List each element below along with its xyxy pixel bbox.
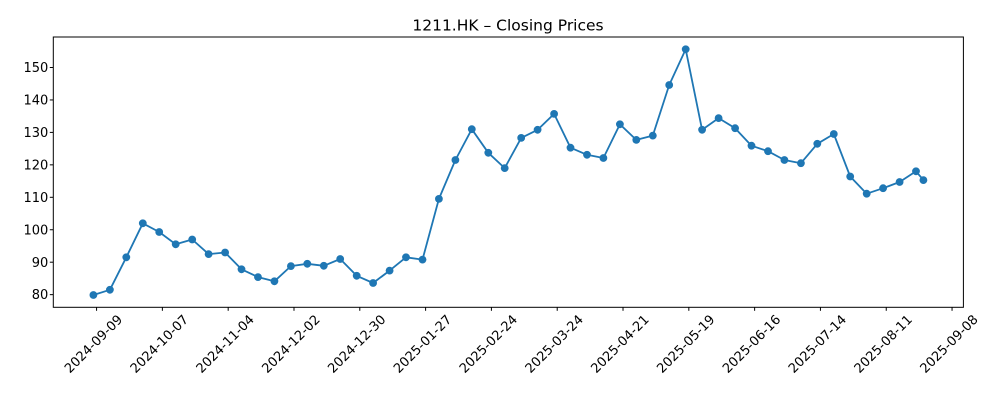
data-point-marker: [797, 159, 805, 168]
chart-title: 1211.HK – Closing Prices: [412, 17, 603, 35]
data-point-marker: [895, 178, 904, 186]
data-point-marker: [254, 273, 262, 281]
data-point-marker: [467, 125, 476, 134]
data-point-marker: [714, 114, 723, 122]
data-point-marker: [303, 259, 312, 268]
x-axis-tick-label: 2025-05-19: [654, 313, 718, 377]
data-point-marker: [122, 253, 131, 262]
x-axis-tick-label: 2025-04-21: [589, 313, 653, 377]
price-line: [92, 48, 925, 296]
data-point-marker: [418, 255, 427, 264]
data-point-marker: [665, 81, 674, 89]
x-axis-tick-label: 2024-11-04: [194, 313, 258, 377]
x-axis-tick-label: 2025-01-27: [391, 313, 455, 377]
data-point-marker: [89, 291, 98, 299]
data-point-marker: [287, 262, 295, 270]
data-point-marker: [171, 240, 180, 249]
data-point-marker: [698, 125, 706, 134]
data-point-marker: [188, 235, 197, 244]
y-axis-tick-label: 110: [23, 191, 48, 206]
data-point-marker: [632, 136, 641, 144]
data-point-marker: [583, 150, 591, 159]
x-axis-tick-label: 2024-09-09: [62, 313, 126, 377]
data-point-marker: [780, 156, 789, 164]
data-point-marker: [681, 45, 690, 54]
data-point-marker: [270, 277, 279, 286]
data-point-marker: [500, 164, 509, 173]
data-point-marker: [533, 125, 542, 134]
data-point-marker: [599, 154, 608, 162]
data-point-marker: [616, 120, 624, 129]
y-axis-tick-label: 140: [23, 94, 48, 109]
y-axis-tick-label: 80: [32, 288, 49, 303]
data-point-marker: [550, 110, 558, 118]
data-point-marker: [237, 265, 246, 274]
data-point-marker: [829, 130, 838, 138]
data-point-marker: [369, 279, 377, 287]
data-point-marker: [517, 134, 526, 142]
data-point-marker: [319, 261, 328, 270]
data-point-marker: [106, 285, 114, 294]
data-point-marker: [747, 141, 756, 150]
data-point-marker: [912, 167, 920, 176]
data-point-marker: [862, 189, 871, 198]
data-point-marker: [336, 255, 345, 263]
x-axis-tick-label: 2024-12-02: [259, 313, 323, 377]
y-axis-tick-label: 130: [23, 126, 48, 141]
x-axis-tick-label: 2025-06-16: [720, 313, 784, 377]
data-point-marker: [813, 139, 822, 148]
data-point-marker: [204, 250, 213, 258]
data-point-marker: [402, 253, 410, 262]
data-point-marker: [648, 131, 657, 140]
data-point-marker: [731, 124, 739, 133]
data-point-marker: [138, 219, 147, 228]
data-point-marker: [919, 176, 928, 185]
x-axis-tick-label: 2025-02-24: [457, 313, 521, 377]
data-point-marker: [764, 147, 772, 156]
data-point-marker: [352, 271, 361, 280]
data-point-marker: [566, 143, 575, 152]
data-point-marker: [221, 248, 230, 257]
data-point-marker: [879, 184, 887, 193]
data-point-marker: [846, 172, 855, 181]
y-axis-tick-label: 150: [23, 61, 48, 76]
x-axis-tick-label: 2024-10-07: [128, 313, 192, 377]
y-axis-tick-label: 100: [23, 223, 48, 238]
data-point-marker: [451, 156, 460, 164]
plot-area-border: [52, 36, 964, 308]
x-axis-tick-label: 2025-09-08: [918, 313, 982, 377]
data-point-marker: [155, 228, 164, 236]
data-point-marker: [435, 195, 443, 203]
data-point-marker: [484, 148, 493, 157]
data-point-marker: [385, 266, 394, 275]
x-axis-tick-label: 2025-07-14: [786, 313, 850, 377]
y-axis-tick-label: 120: [23, 158, 48, 173]
y-axis-tick-label: 90: [32, 256, 49, 271]
x-axis-tick-label: 2025-08-11: [852, 313, 916, 377]
x-axis-tick-label: 2024-12-30: [325, 313, 389, 377]
x-axis-tick-label: 2025-03-24: [523, 313, 587, 377]
